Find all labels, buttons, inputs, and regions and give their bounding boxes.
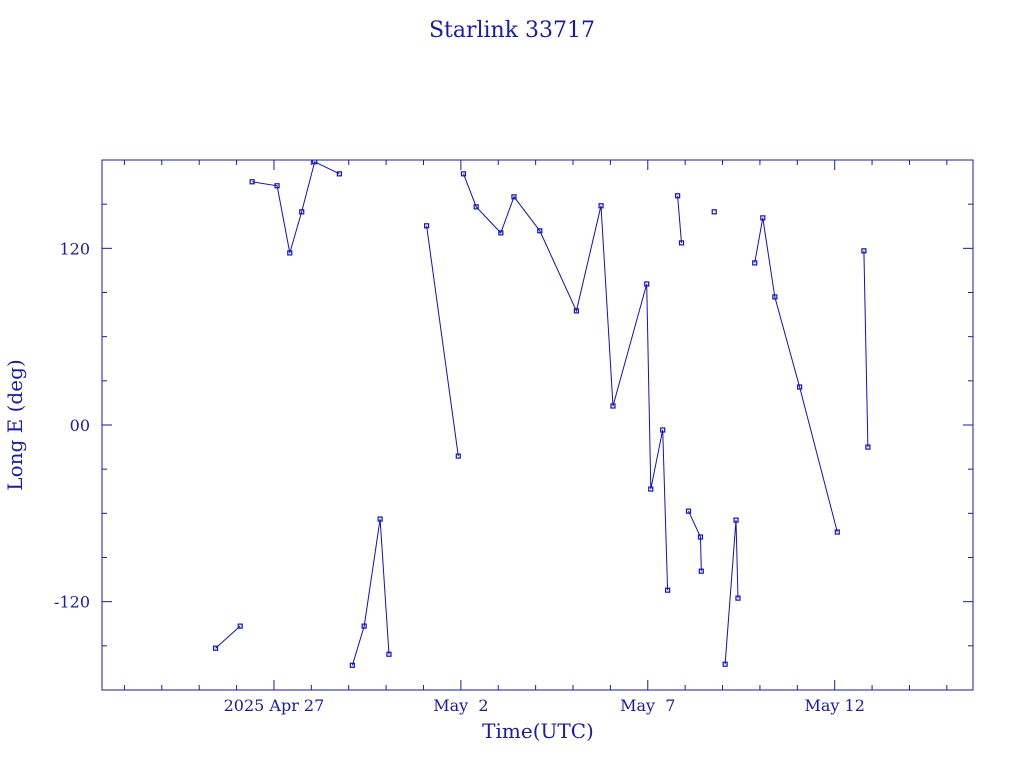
marker	[797, 384, 803, 390]
marker	[460, 171, 467, 177]
line	[754, 217, 838, 533]
plot-frame	[101, 159, 974, 691]
marker	[312, 160, 318, 165]
x-axis-label: Time(UTC)	[482, 719, 594, 743]
marker	[377, 516, 383, 522]
line	[252, 161, 340, 254]
marker	[249, 179, 255, 185]
marker	[573, 308, 579, 314]
marker	[675, 193, 681, 199]
line	[724, 520, 739, 665]
marker	[386, 651, 392, 657]
x-tick-label: May 2	[433, 696, 488, 715]
marker	[349, 662, 355, 668]
line	[351, 519, 390, 666]
marker	[498, 230, 504, 236]
line	[688, 510, 702, 572]
marker	[361, 623, 367, 629]
line	[863, 250, 869, 448]
marker	[287, 250, 293, 256]
marker	[537, 228, 543, 234]
marker	[711, 209, 717, 215]
x-tick-label: May 12	[804, 696, 864, 715]
y-tick-label: 00	[70, 416, 90, 435]
marker	[752, 260, 758, 266]
marker	[237, 623, 243, 629]
marker	[299, 209, 305, 215]
y-tick-label: -120	[54, 593, 90, 612]
marker	[735, 595, 741, 601]
marker	[678, 240, 685, 246]
marker	[336, 171, 342, 177]
series	[212, 160, 871, 668]
marker	[685, 508, 692, 514]
marker	[511, 194, 517, 200]
marker	[660, 427, 666, 433]
marker	[861, 248, 867, 254]
y-tick-label: 120	[59, 239, 90, 258]
marker	[733, 517, 739, 523]
marker	[665, 587, 671, 593]
marker	[772, 294, 778, 300]
marker	[212, 645, 219, 651]
marker	[722, 661, 728, 667]
line	[215, 625, 241, 649]
y-axis-label: Long E (deg)	[3, 359, 27, 490]
marker	[760, 215, 766, 221]
marker	[698, 568, 704, 574]
marker	[865, 444, 871, 450]
marker	[610, 403, 616, 409]
line	[677, 195, 682, 243]
x-tick-label: 2025 Apr 27	[224, 696, 325, 715]
marker	[455, 453, 461, 459]
x-tick-label: May 7	[620, 696, 675, 715]
marker	[697, 534, 704, 540]
marker	[834, 529, 840, 535]
chart-title: Starlink 33717	[429, 18, 595, 43]
marker	[473, 204, 479, 210]
marker	[598, 203, 604, 209]
marker	[648, 486, 654, 492]
marker	[424, 223, 430, 229]
marker	[274, 183, 280, 189]
line	[463, 173, 669, 591]
marker	[644, 281, 650, 287]
line	[426, 225, 459, 457]
